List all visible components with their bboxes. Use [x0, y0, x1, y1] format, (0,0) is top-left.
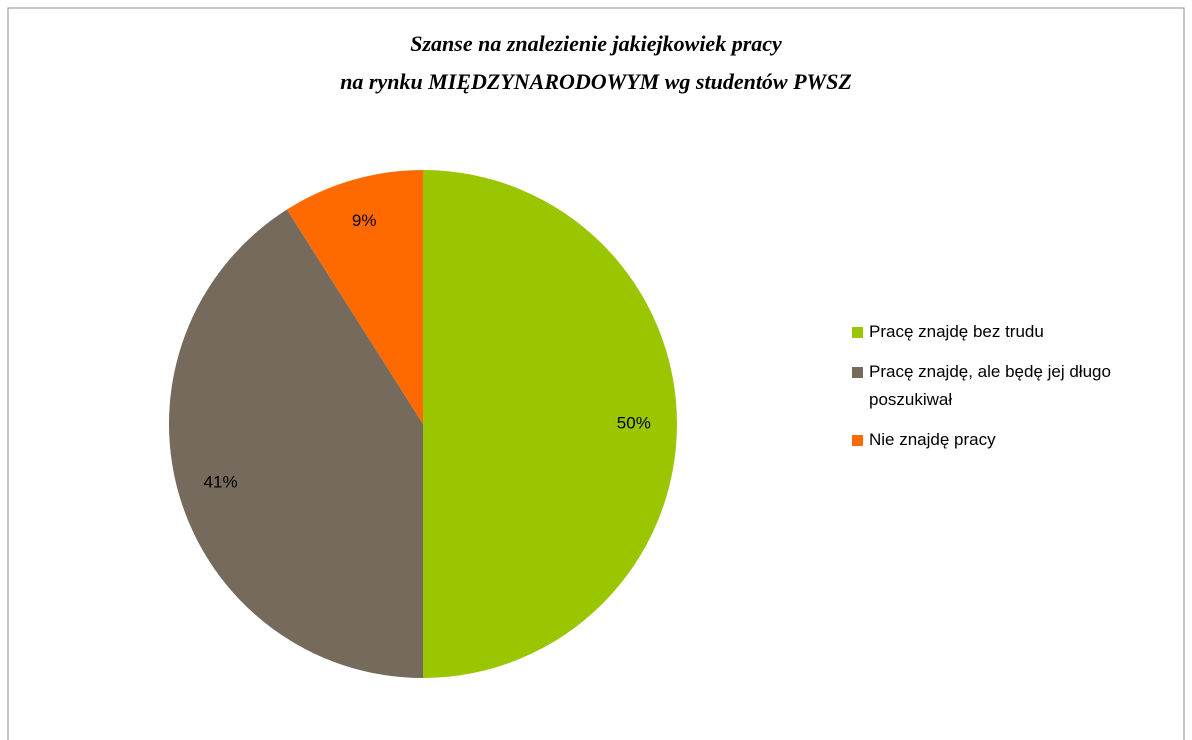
legend-swatch: [852, 435, 863, 446]
legend-swatch: [852, 327, 863, 338]
chart-title: na rynku MIĘDZYNARODOWYM wg studentów PW…: [340, 69, 852, 94]
legend-label: Nie znajdę pracy: [869, 430, 996, 449]
legend-label: Pracę znajdę, ale będę jej długo poszuki…: [869, 362, 1111, 409]
chart-title: Szanse na znalezienie jakiejkowiek pracy: [410, 31, 782, 56]
pie-slice: [286, 170, 423, 424]
legend-item: Pracę znajdę, ale będę jej długo poszuki…: [852, 358, 1172, 414]
legend-item: Pracę znajdę bez trudu: [852, 318, 1172, 346]
legend: Pracę znajdę bez trudu Pracę znajdę, ale …: [852, 318, 1172, 466]
data-label: 9%: [352, 211, 377, 230]
pie-slice: [423, 170, 677, 678]
pie-slice: [169, 209, 423, 678]
legend-label: Pracę znajdę bez trudu: [869, 322, 1044, 341]
chart-border: [7, 7, 1185, 740]
data-label: 41%: [204, 472, 238, 491]
legend-swatch: [852, 367, 863, 378]
legend-item: Nie znajdę pracy: [852, 426, 1172, 454]
data-label: 50%: [617, 413, 651, 432]
